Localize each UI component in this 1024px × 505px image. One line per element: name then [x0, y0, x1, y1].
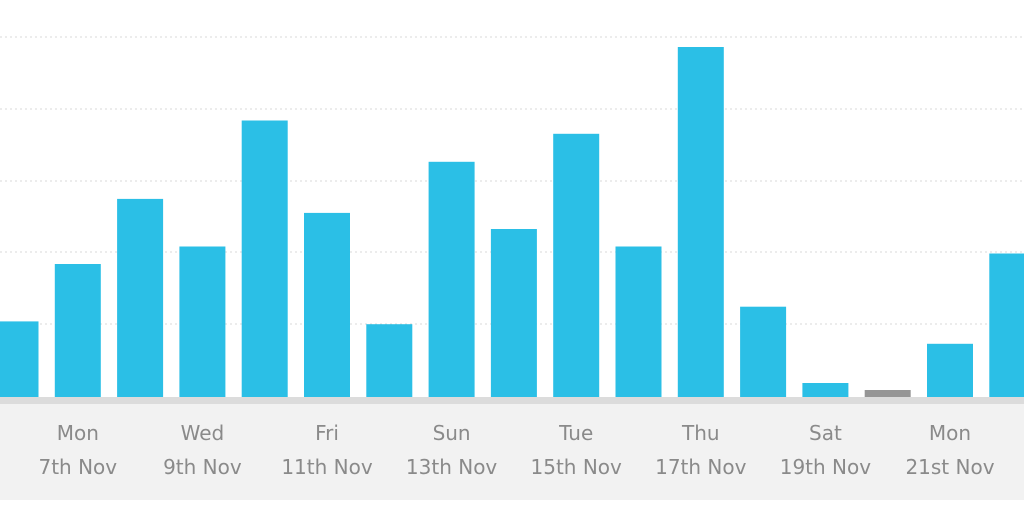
x-tick-label-day: Mon	[57, 421, 99, 445]
baseline	[0, 397, 1024, 404]
x-tick-label-date: 7th Nov	[38, 455, 117, 479]
bars	[0, 47, 1024, 398]
bar	[304, 212, 350, 397]
x-tick-labels: Mon 7th Nov Wed 9th Nov Fri 11th Nov Sun 13th N…	[38, 421, 994, 479]
bar	[740, 306, 787, 397]
x-tick-label-date: 19th Nov	[780, 455, 872, 479]
bar	[989, 253, 1024, 397]
bar	[117, 198, 164, 397]
x-tick-label-day: Sat	[809, 421, 842, 445]
bar	[366, 324, 413, 397]
bar	[802, 383, 849, 397]
x-axis-band	[0, 404, 1024, 500]
bar	[54, 264, 101, 397]
bar	[241, 120, 288, 397]
x-tick-label-day: Thu	[681, 421, 720, 445]
x-tick-label-date: 21st Nov	[905, 455, 994, 479]
x-tick-label-day: Fri	[315, 421, 339, 445]
x-tick-label-date: 17th Nov	[655, 455, 747, 479]
x-tick-label-day: Wed	[181, 421, 225, 445]
bar	[490, 229, 537, 397]
bar	[864, 390, 911, 397]
bar	[0, 321, 39, 397]
bar	[615, 246, 662, 397]
bar	[677, 47, 724, 397]
x-tick-label-day: Mon	[929, 421, 971, 445]
x-tick-label-date: 15th Nov	[531, 455, 623, 479]
bar	[927, 343, 973, 397]
x-tick-label-day: Sun	[433, 421, 471, 445]
x-tick-label-date: 13th Nov	[406, 455, 498, 479]
bar	[179, 246, 226, 397]
x-tick-label-date: 11th Nov	[281, 455, 373, 479]
x-tick-label-day: Tue	[558, 421, 593, 445]
x-tick-label-date: 9th Nov	[163, 455, 242, 479]
bar	[428, 161, 475, 397]
bar	[553, 133, 600, 398]
